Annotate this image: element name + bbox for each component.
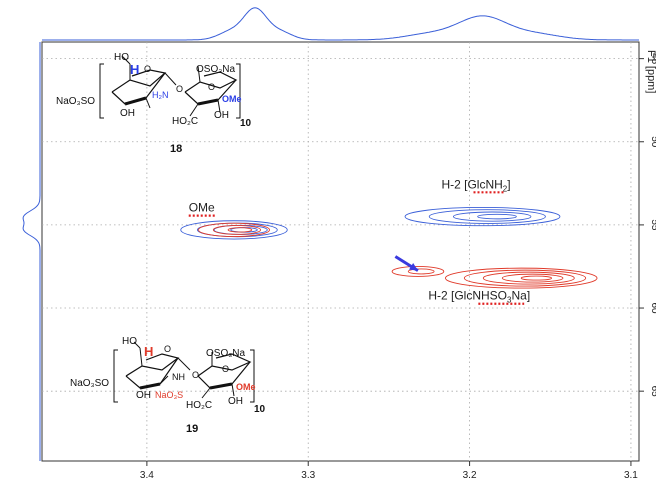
- fragment-naoso: NaO₃SO: [70, 378, 109, 389]
- fragment-oso3na: OSO₃Na: [196, 64, 236, 75]
- structure-19: HO H O NaO₃SO OH NH NaO₃S O OSO₃Na O OMe…: [70, 336, 266, 435]
- h2-marker-19: H: [144, 344, 153, 359]
- fragment-naoso: NaO₃SO: [56, 96, 95, 107]
- ome-18: OMe: [222, 94, 242, 104]
- contour-level: [501, 273, 564, 283]
- contour-level: [482, 271, 575, 285]
- contour-level: [230, 227, 258, 233]
- svg-text:O: O: [176, 84, 183, 94]
- ome-19: OMe: [236, 382, 256, 392]
- peak-annotations: OMe H-2 [GlcNH2] H-2 [GlcNHSO3Na]: [188, 177, 530, 305]
- y-axis-label: F1 [ppm]: [645, 50, 656, 93]
- fragment-ho2c: HO₂C: [186, 400, 212, 411]
- fragment-ho2c: HO₂C: [172, 116, 198, 127]
- contour-level: [520, 275, 552, 281]
- top-projection: [42, 7, 639, 41]
- h2-marker-18: H: [130, 62, 139, 77]
- contour-level: [428, 209, 546, 224]
- peak-18: [404, 206, 561, 227]
- contour-level: [477, 213, 517, 220]
- svg-text:O: O: [208, 82, 215, 92]
- x-tick-label: 3.2: [463, 470, 477, 478]
- compound-label-18: 18: [170, 143, 182, 155]
- repeat-19: 10: [254, 404, 266, 415]
- contour-level: [227, 227, 253, 233]
- contour-level: [391, 266, 445, 277]
- y-tick-label: 60: [649, 302, 656, 314]
- fragment-oso3na: OSO₃Na: [206, 348, 246, 359]
- compound-label-19: 19: [186, 423, 198, 435]
- plot-frame: [41, 41, 640, 462]
- y-tick-label: 65: [649, 386, 656, 398]
- peak-annotation: H-2 [GlcNH2]: [441, 177, 510, 193]
- grid-lines: [42, 42, 639, 461]
- contour-level: [444, 267, 598, 289]
- fragment-oh-2: OH: [214, 110, 229, 121]
- peak-19: [444, 267, 598, 289]
- peak-annotation: H-2 [GlcNHSO3Na]: [428, 289, 530, 305]
- repeat-18: 10: [240, 118, 252, 129]
- y-tick-label: 50: [649, 136, 656, 148]
- peak-19: [391, 266, 445, 277]
- contour-level: [212, 225, 262, 235]
- y-tick-label: 45: [649, 53, 656, 65]
- x-tick-label: 3.3: [301, 470, 315, 478]
- svg-text:O: O: [222, 364, 229, 374]
- contour-level: [463, 269, 587, 287]
- contour-level: [452, 211, 532, 222]
- contour-level: [404, 206, 561, 227]
- svg-text:O: O: [144, 64, 151, 74]
- x-tick-label: 3.4: [140, 470, 154, 478]
- contour-level: [180, 220, 288, 240]
- arrow-head: [409, 263, 418, 271]
- left-projection: [22, 42, 41, 461]
- fragment-oh-1: OH: [120, 108, 135, 119]
- substituent-18: H₂N: [152, 90, 169, 100]
- contour-level: [407, 268, 435, 275]
- fragment-oh-1: OH: [136, 390, 151, 401]
- fragment-ho: HO: [114, 52, 129, 63]
- svg-text:O: O: [192, 370, 199, 380]
- structure-18: HO H O NaO₃SO OH H₂N O OSO₃Na O OMe HO₂C…: [56, 52, 252, 155]
- peak-annotation: OMe: [189, 201, 215, 215]
- top-projection-trace: [42, 7, 639, 41]
- contour-peaks: [180, 206, 598, 289]
- y-tick-label: 55: [649, 219, 656, 231]
- x-tick-label: 3.1: [624, 470, 638, 478]
- nh-19: NH: [172, 372, 185, 382]
- peak-19: [198, 222, 270, 237]
- left-projection-trace: [22, 42, 41, 461]
- x-axis-ticks: 3.4 3.3 3.2 3.1: [140, 461, 638, 481]
- y-axis-ticks: 45 50 55 60 65: [639, 53, 656, 397]
- substituent-19: NaO₃S: [155, 390, 183, 400]
- contour-level: [198, 222, 270, 237]
- fragment-ho: HO: [122, 336, 137, 347]
- highlight-arrow: [394, 255, 419, 272]
- fragment-oh-2: OH: [228, 396, 243, 407]
- svg-text:O: O: [164, 344, 171, 354]
